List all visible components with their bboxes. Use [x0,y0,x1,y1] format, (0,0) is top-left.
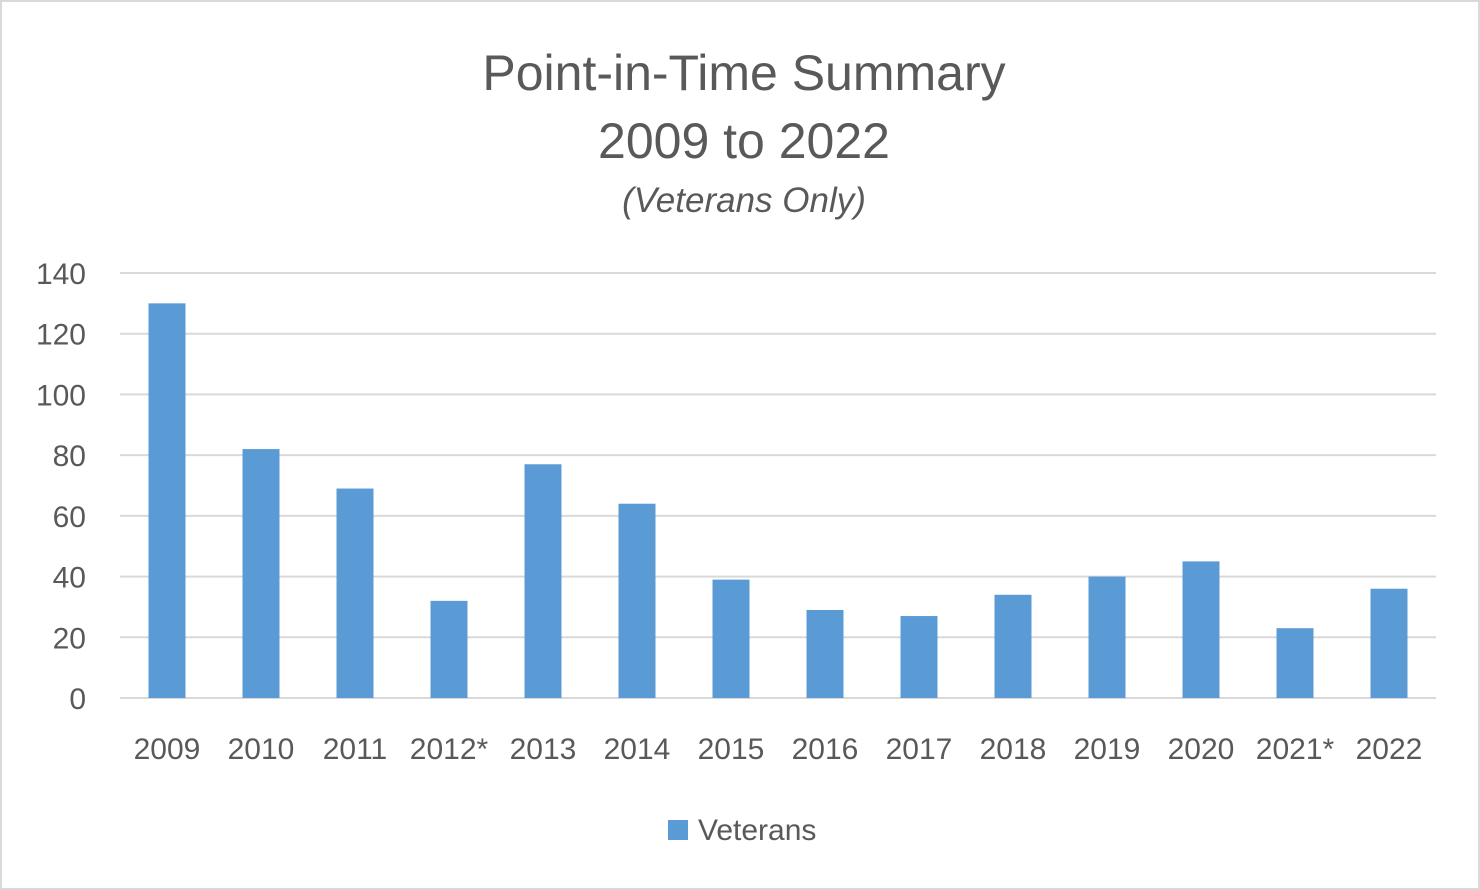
y-tick-label: 20 [53,622,86,655]
x-tick-label: 2009 [134,733,201,766]
x-tick-label: 2019 [1074,733,1141,766]
bar-2021-star [1276,628,1314,698]
bar-2012-star [430,600,468,698]
bar-2014 [618,503,656,698]
legend: Veterans [668,814,816,847]
chart-title-line2: 2009 to 2022 [598,113,890,169]
bar-2011 [336,488,374,698]
x-tick-label: 2011 [323,733,388,766]
x-tick-label: 2020 [1168,733,1235,766]
x-tick-label: 2022 [1356,733,1423,766]
y-tick-label: 100 [36,379,86,412]
x-tick-label: 2021* [1256,733,1335,766]
gridlines [120,272,1436,699]
x-tick-label: 2015 [698,733,765,766]
chart-title-line1: Point-in-Time Summary [482,45,1005,101]
y-tick-label: 60 [53,501,86,534]
bar-2017 [900,616,938,698]
bar-2020 [1182,561,1220,698]
bar-2010 [242,449,280,698]
y-tick-label: 40 [53,562,86,595]
bar-2022 [1370,588,1408,698]
x-tick-label: 2013 [510,733,577,766]
bar-2009 [148,303,186,698]
chart-subtitle: (Veterans Only) [622,181,866,220]
x-tick-label: 2012* [410,733,489,766]
bar-2018 [994,594,1032,698]
x-tick-label: 2014 [604,733,671,766]
bar-2019 [1088,576,1126,698]
y-tick-label: 120 [36,319,86,352]
y-axis-ticks: 0 20 40 60 80 100 120 140 [36,258,86,716]
bars [148,303,1408,698]
legend-swatch-veterans [668,820,688,840]
y-tick-label: 140 [36,258,86,291]
y-tick-label: 0 [69,683,86,716]
legend-label-veterans: Veterans [698,814,816,847]
x-axis-ticks: 2009 2010 2011 2012* 2013 2014 2015 2016 2017 201… [134,733,1423,766]
y-tick-label: 80 [53,440,86,473]
x-tick-label: 2017 [886,733,953,766]
x-tick-label: 2010 [228,733,295,766]
bar-2015 [712,579,750,698]
x-tick-label: 2018 [980,733,1047,766]
x-tick-label: 2016 [792,733,859,766]
bar-2013 [524,464,562,698]
bar-2016 [806,609,844,698]
